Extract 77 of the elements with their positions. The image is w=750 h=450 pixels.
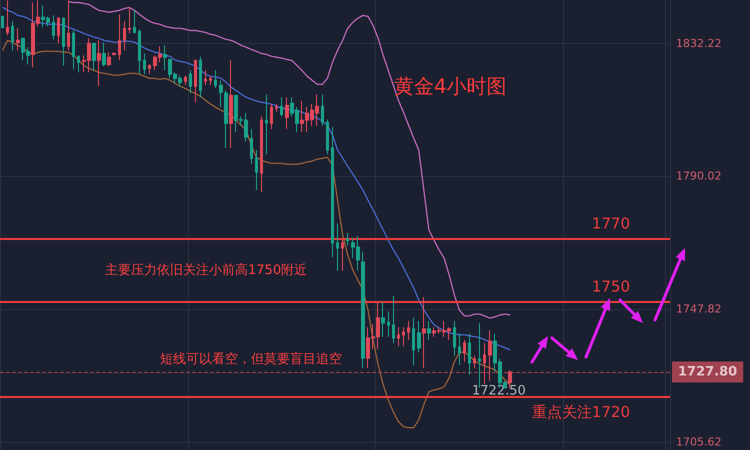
- candlestick: [265, 94, 268, 155]
- candlestick: [11, 20, 14, 51]
- line-series: [2, 6, 511, 351]
- candlestick: [392, 295, 395, 344]
- candlestick: [346, 232, 349, 246]
- y-tick-label: 1747.82: [676, 302, 722, 316]
- candlestick: [229, 60, 233, 148]
- candlestick: [189, 70, 192, 94]
- text: 黄金4小时图: [394, 74, 507, 98]
- candlestick: [112, 52, 116, 56]
- candlestick: [209, 76, 212, 86]
- ref-line-label: 1727.80: [678, 364, 738, 380]
- candlestick: [381, 302, 385, 338]
- candlestick: [458, 333, 461, 366]
- candlestick: [361, 251, 365, 369]
- candlestick: [224, 90, 228, 148]
- candlestick: [133, 10, 136, 34]
- candlestick: [463, 339, 466, 362]
- candlestick: [250, 128, 253, 164]
- candlestick: [107, 52, 111, 67]
- candlestick: [184, 75, 187, 86]
- candlestick: [204, 70, 207, 86]
- candlestick: [72, 30, 75, 70]
- candlestick: [468, 333, 471, 375]
- candlestick: [6, 0, 9, 36]
- candlestick: [255, 150, 258, 191]
- candlestick: [412, 317, 415, 366]
- candlestick: [123, 20, 126, 51]
- candlestick: [118, 14, 121, 61]
- candlestick: [199, 56, 202, 98]
- ref-line-label: 1770: [592, 214, 630, 233]
- candlestick: [214, 70, 217, 89]
- candlestick: [102, 42, 106, 67]
- candlestick: [16, 28, 20, 51]
- annotation: 1722.50: [472, 384, 526, 399]
- annotation: 短线可以看空，但莫要盲目追空: [160, 351, 342, 367]
- y-tick-label: 1705.62: [676, 435, 722, 448]
- candlestick: [402, 326, 405, 347]
- candlestick: [427, 320, 431, 340]
- candlestick: [270, 103, 273, 130]
- candlestick: [52, 14, 55, 40]
- annotation: 主要压力依旧关注小前高1750附近: [105, 262, 308, 278]
- candlestick: [280, 97, 283, 117]
- y-tick-label: 1790.02: [676, 170, 722, 183]
- candlestick: [336, 222, 339, 272]
- candlestick: [473, 355, 476, 369]
- candlestick: [77, 54, 80, 73]
- candlestick: [62, 16, 65, 66]
- candlestick: [128, 7, 131, 34]
- candlestick: [331, 126, 334, 258]
- ref-line-label: 1750: [592, 278, 630, 296]
- candlestick: [1, 15, 4, 29]
- candlestick: [260, 116, 263, 192]
- candlestick: [97, 40, 101, 87]
- candlestick: [387, 311, 390, 338]
- candlestick: [219, 80, 223, 108]
- candlestick: [422, 296, 426, 369]
- y-tick-label: 1832.22: [676, 36, 722, 50]
- candlestick: [321, 94, 324, 126]
- candlestick: [453, 320, 456, 356]
- candlestick: [275, 103, 278, 112]
- candlestick: [194, 60, 197, 103]
- candlestick: [143, 52, 146, 75]
- candlestick: [163, 44, 167, 71]
- candlestick: [138, 28, 141, 75]
- candlestick: [417, 320, 421, 353]
- candlestick: [397, 326, 400, 347]
- candlestick: [407, 320, 410, 340]
- candlestick: [148, 64, 151, 75]
- candlestick: [285, 97, 289, 130]
- line-series: [68, 0, 511, 319]
- candlestick: [326, 119, 329, 155]
- candlestick: [92, 42, 96, 71]
- candlestick: [67, 0, 70, 51]
- candlestick: [57, 16, 60, 44]
- ref-line-label: 重点关注1720: [532, 403, 630, 422]
- candlestick: [341, 238, 344, 272]
